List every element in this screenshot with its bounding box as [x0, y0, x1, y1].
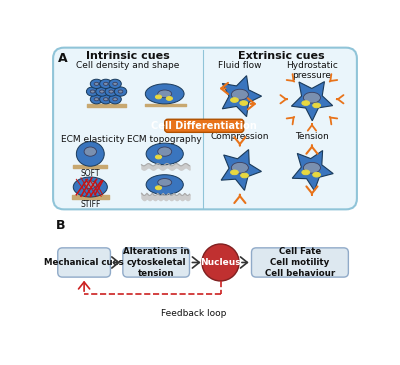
Text: Mechanical cues: Mechanical cues	[44, 258, 124, 267]
Ellipse shape	[302, 170, 310, 175]
Text: Fluid flow: Fluid flow	[218, 61, 262, 70]
Ellipse shape	[84, 147, 96, 156]
Ellipse shape	[86, 87, 99, 96]
Ellipse shape	[231, 162, 248, 173]
Ellipse shape	[155, 186, 162, 190]
Text: Cell Differentiation: Cell Differentiation	[151, 121, 257, 131]
Ellipse shape	[313, 172, 320, 177]
Ellipse shape	[113, 82, 118, 85]
FancyBboxPatch shape	[123, 248, 190, 277]
Ellipse shape	[231, 89, 248, 100]
Ellipse shape	[302, 101, 310, 105]
Circle shape	[202, 244, 239, 281]
Text: ECM elasticity: ECM elasticity	[61, 135, 124, 144]
Text: Cell density and shape: Cell density and shape	[76, 61, 179, 70]
Ellipse shape	[240, 101, 248, 105]
Ellipse shape	[109, 90, 114, 93]
Ellipse shape	[230, 170, 238, 175]
Text: ECM topography: ECM topography	[127, 135, 202, 144]
Ellipse shape	[155, 155, 162, 159]
Text: B: B	[56, 219, 66, 233]
Ellipse shape	[304, 162, 320, 173]
FancyBboxPatch shape	[58, 248, 110, 277]
Text: Hydrostatic
pressure: Hydrostatic pressure	[286, 61, 338, 80]
Ellipse shape	[145, 84, 184, 104]
Ellipse shape	[155, 95, 162, 99]
Ellipse shape	[100, 90, 104, 93]
Text: Cell Fate
Cell motility
Cell behaviour: Cell Fate Cell motility Cell behaviour	[265, 247, 335, 278]
Ellipse shape	[241, 173, 248, 178]
Ellipse shape	[158, 90, 172, 98]
Ellipse shape	[230, 98, 238, 102]
Text: Compression: Compression	[211, 132, 269, 141]
Ellipse shape	[109, 79, 121, 88]
Ellipse shape	[104, 98, 108, 101]
Ellipse shape	[166, 97, 172, 100]
Ellipse shape	[114, 87, 127, 96]
Text: SOFT: SOFT	[80, 169, 100, 178]
Polygon shape	[221, 150, 262, 191]
Ellipse shape	[100, 79, 112, 88]
Ellipse shape	[105, 87, 118, 96]
Ellipse shape	[73, 177, 107, 197]
Ellipse shape	[104, 82, 108, 85]
Ellipse shape	[146, 143, 183, 165]
Ellipse shape	[90, 90, 95, 93]
Ellipse shape	[304, 92, 320, 103]
FancyBboxPatch shape	[165, 119, 244, 132]
Ellipse shape	[113, 98, 118, 101]
Text: Feedback loop: Feedback loop	[161, 309, 226, 318]
Text: STIFF: STIFF	[80, 200, 100, 209]
Ellipse shape	[109, 95, 121, 104]
Ellipse shape	[158, 178, 172, 186]
Text: Nucleus: Nucleus	[200, 258, 241, 267]
Ellipse shape	[90, 79, 103, 88]
Text: Alterations in
cytoskeletal
tension: Alterations in cytoskeletal tension	[123, 247, 190, 278]
Ellipse shape	[100, 95, 112, 104]
Ellipse shape	[158, 147, 172, 156]
Ellipse shape	[90, 95, 103, 104]
Text: A: A	[58, 52, 67, 65]
Polygon shape	[292, 82, 333, 121]
Ellipse shape	[118, 90, 123, 93]
Text: Tension: Tension	[295, 132, 329, 141]
Ellipse shape	[76, 142, 104, 166]
FancyBboxPatch shape	[53, 48, 357, 210]
Text: Intrinsic cues: Intrinsic cues	[86, 51, 169, 61]
Text: Extrinsic cues: Extrinsic cues	[238, 51, 324, 61]
Polygon shape	[292, 150, 333, 191]
Ellipse shape	[94, 98, 99, 101]
Ellipse shape	[94, 82, 99, 85]
FancyBboxPatch shape	[252, 248, 348, 277]
Ellipse shape	[96, 87, 108, 96]
Ellipse shape	[84, 181, 96, 189]
Ellipse shape	[313, 103, 320, 108]
Ellipse shape	[146, 175, 183, 195]
Polygon shape	[222, 76, 262, 117]
